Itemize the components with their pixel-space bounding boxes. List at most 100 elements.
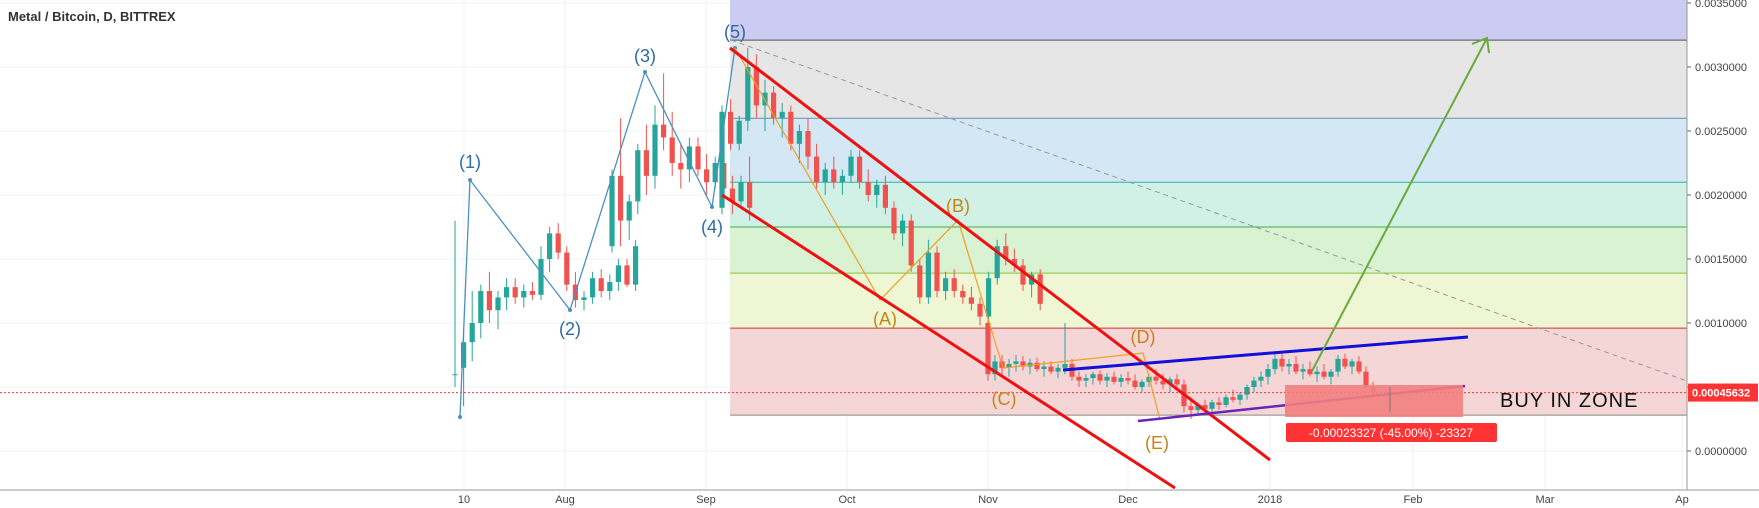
wave-point [458, 415, 462, 419]
candle-body [934, 252, 940, 291]
candle-body [1153, 376, 1159, 381]
candle-body [598, 278, 604, 291]
candle-body [1202, 404, 1208, 409]
candle-body [917, 265, 923, 298]
candle-body [624, 265, 630, 285]
fib-band [730, 40, 1687, 119]
candle-body [839, 175, 845, 183]
wave-label-correction: (A) [873, 309, 897, 329]
candle-body [512, 287, 518, 298]
candle-body [1237, 394, 1243, 400]
candle-body [469, 323, 475, 343]
candle-body [547, 233, 553, 259]
wave-point [468, 178, 472, 182]
candle-body [986, 278, 992, 317]
candle-body [1251, 380, 1257, 387]
x-tick-label: Ap [1675, 494, 1688, 506]
candle-body [1146, 376, 1152, 382]
candle-body [607, 282, 613, 291]
channel-lower-line [721, 193, 1176, 490]
candle-body [771, 92, 777, 119]
y-tick-label: 0.0035000 [1695, 0, 1747, 10]
candle-body [452, 374, 458, 376]
candle-body [1307, 369, 1313, 375]
candle-body [635, 150, 641, 202]
candle-body [1188, 406, 1194, 411]
buy-zone-label: BUY IN ZONE [1500, 390, 1638, 412]
fibonacci-retracement [730, 0, 1687, 416]
price-tag-label: 0.00045632 [1692, 388, 1750, 400]
candle-body [857, 156, 863, 183]
candle-body [1328, 371, 1334, 377]
wave-label-main: (3) [634, 46, 656, 66]
candle-body [848, 156, 854, 176]
candle-body [615, 265, 621, 283]
candle-body [1013, 361, 1019, 364]
candle-body [1048, 366, 1054, 372]
candle-body [1293, 363, 1299, 372]
x-tick-label: Feb [1404, 494, 1423, 506]
candle-body [564, 252, 570, 285]
candle-body [1286, 363, 1292, 367]
candle-body [1356, 361, 1362, 372]
candle-body [1258, 376, 1264, 381]
wave-point [568, 308, 572, 312]
y-tick-label: 0.0000000 [1695, 446, 1747, 458]
candle-body [882, 184, 888, 208]
x-tick-label: Aug [555, 494, 575, 506]
candle-body [1037, 274, 1043, 304]
elliott-wave-line [459, 47, 736, 418]
candle-body [478, 291, 484, 323]
channel-upper-line [729, 46, 1271, 462]
candle-body [1041, 366, 1047, 370]
candle-body [1216, 402, 1222, 405]
candlesticks [452, 47, 1376, 419]
candle-body [1314, 371, 1320, 375]
candle-body [643, 150, 649, 176]
candle-body [590, 278, 596, 298]
price-tag-bg [1688, 383, 1758, 402]
x-tick-label: 2018 [1258, 494, 1282, 506]
candle-body [779, 111, 785, 119]
candle-body [968, 297, 974, 304]
x-tick-label: Nov [978, 494, 998, 506]
candle-body [1111, 376, 1117, 382]
y-tick-label: 0.0020000 [1695, 190, 1747, 202]
candle-body [1090, 374, 1096, 379]
candle-body [1003, 246, 1009, 259]
candle-body [719, 111, 725, 208]
wave-point [710, 205, 714, 209]
candle-body [1223, 397, 1229, 405]
candle-body [943, 278, 949, 291]
wave-label-correction: (D) [1131, 327, 1156, 347]
candle-body [796, 131, 802, 144]
candle-body [1265, 369, 1271, 377]
candle-body [652, 124, 658, 176]
projection-arrowhead [1471, 36, 1490, 54]
candle-body [626, 201, 632, 221]
fib-band [730, 328, 1687, 416]
candle-body [1020, 361, 1026, 367]
candle-body [1349, 361, 1355, 367]
y-tick-label: 0.0030000 [1695, 62, 1747, 74]
measure-tag-bg [1286, 423, 1497, 442]
candle-body [521, 291, 527, 298]
x-tick-label: Mar [1536, 494, 1555, 506]
candle-body [831, 169, 837, 183]
candle-body [960, 291, 966, 298]
candle-body [1125, 378, 1131, 381]
candle-body [1132, 380, 1138, 387]
candle-body [555, 233, 561, 253]
candle-body [1076, 376, 1082, 381]
candle-body [1104, 376, 1110, 381]
candle-body [994, 246, 1000, 279]
candle-body [686, 146, 692, 170]
candle-body [1055, 367, 1061, 372]
wave-point [643, 70, 647, 74]
dashed-trendline [730, 39, 1688, 382]
candle-body [712, 163, 718, 183]
candle-body [729, 188, 735, 202]
candle-body [1272, 358, 1278, 370]
fib-band [730, 273, 1687, 329]
